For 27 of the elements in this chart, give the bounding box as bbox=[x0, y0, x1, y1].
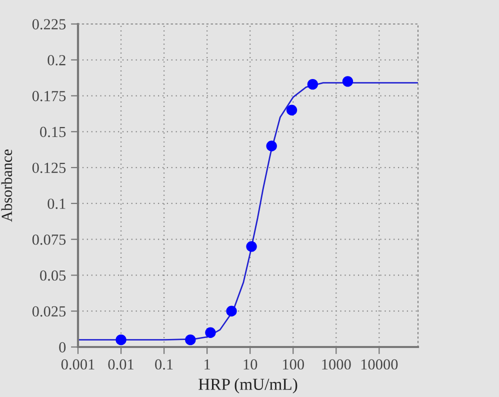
point bbox=[226, 306, 237, 316]
x-tick-label: 10000 bbox=[361, 359, 398, 370]
x-tick-label: 100 bbox=[282, 359, 304, 370]
y-tick-label: 0.15 bbox=[40, 126, 66, 138]
point bbox=[205, 327, 216, 338]
x-tick-label: 0.01 bbox=[108, 359, 134, 370]
y-tick-label: 0.1 bbox=[48, 198, 66, 209]
y-tick-label: 0.075 bbox=[32, 234, 66, 245]
point bbox=[185, 334, 196, 346]
point bbox=[286, 104, 298, 116]
x-tick-label: 1 bbox=[204, 359, 210, 370]
y-tick-label: 0.2 bbox=[48, 55, 66, 66]
y-tick-label: 0.05 bbox=[40, 270, 66, 281]
point bbox=[246, 241, 257, 252]
point bbox=[266, 140, 277, 152]
x-tick-label: 1000 bbox=[322, 359, 351, 370]
x-tick-label: 0.001 bbox=[61, 359, 94, 370]
y-tick-label: 0.125 bbox=[32, 162, 66, 174]
point bbox=[307, 78, 318, 90]
y-tick-label: 0.225 bbox=[32, 19, 66, 30]
y-tick-label: 0.175 bbox=[32, 90, 66, 102]
x-tick-label: 10 bbox=[244, 359, 258, 370]
y-tick-label: 0.025 bbox=[32, 306, 66, 317]
x-tick-label: 0.1 bbox=[155, 359, 173, 370]
x-axis-title: HRP (mU/mL) bbox=[198, 378, 298, 394]
y-tick-label: 0 bbox=[59, 342, 66, 352]
y-axis-title: Absorbance bbox=[1, 150, 12, 222]
